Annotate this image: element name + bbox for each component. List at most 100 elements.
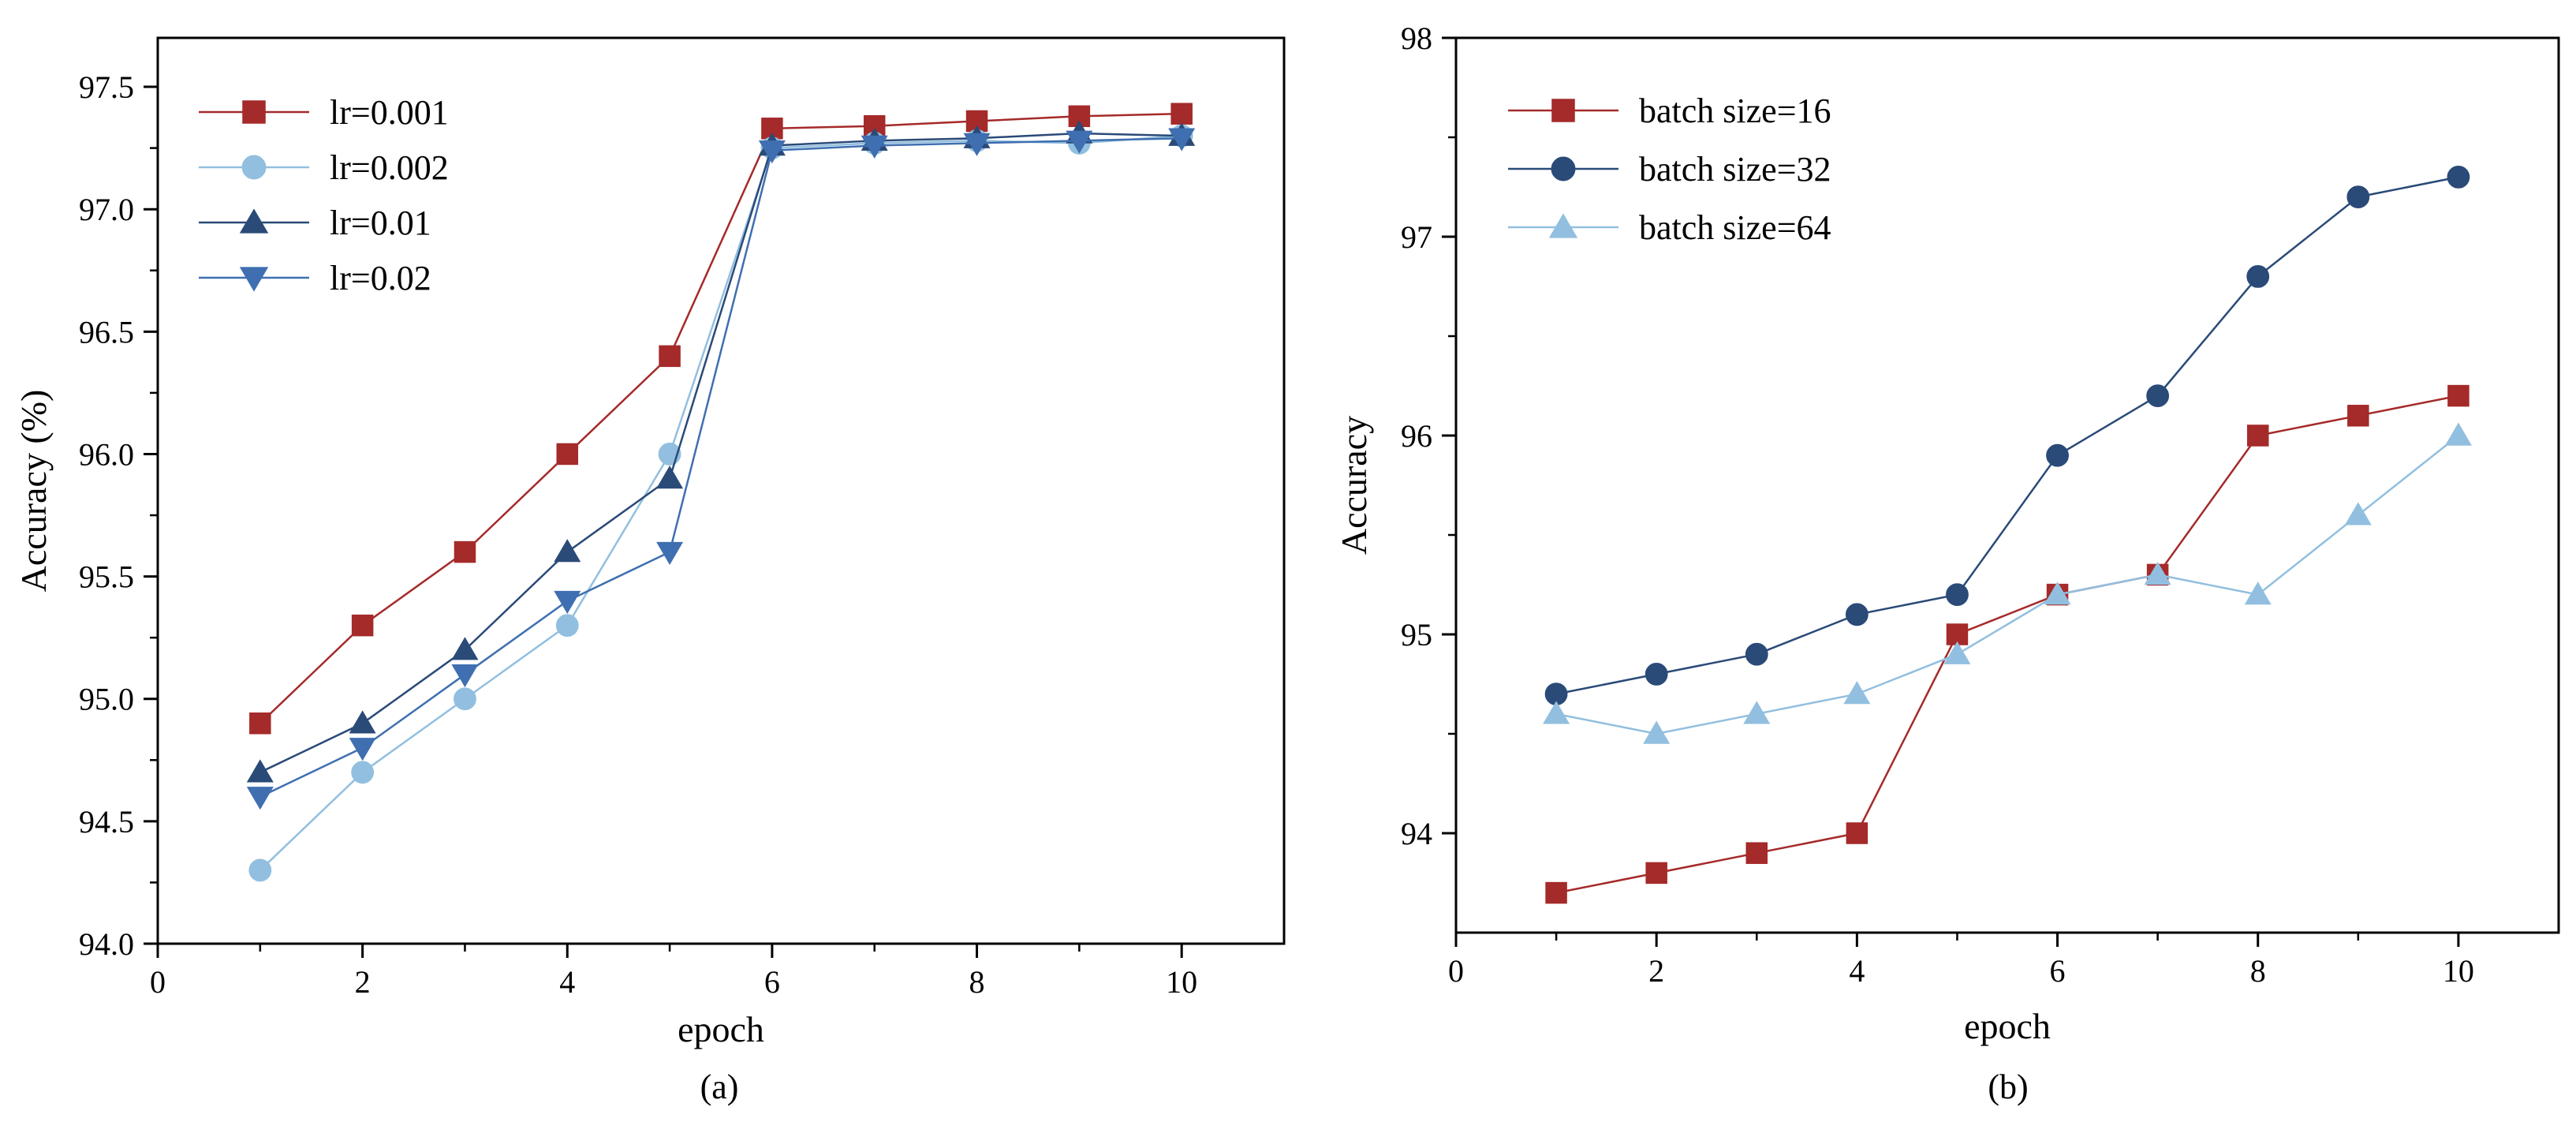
series-line <box>259 137 1182 798</box>
data-point <box>1643 720 1671 744</box>
data-point <box>2144 561 2171 585</box>
data-point <box>2244 582 2272 605</box>
data-point <box>555 614 579 638</box>
data-point <box>554 590 581 615</box>
data-point <box>246 787 274 810</box>
y-tick-label: 94.5 <box>79 804 134 840</box>
x-tick-label: 6 <box>764 964 780 1000</box>
legend-label: batch size=64 <box>1639 208 1831 247</box>
y-tick-label: 96 <box>1401 418 1432 454</box>
legend-label: lr=0.02 <box>330 259 431 297</box>
y-tick-label: 95.0 <box>79 682 134 717</box>
data-point <box>1846 822 1869 844</box>
series-batch size=64 <box>1543 422 2472 744</box>
series-line <box>259 134 1182 871</box>
legend-label: batch size=32 <box>1639 150 1831 189</box>
data-point <box>454 687 476 711</box>
data-point <box>1543 701 1570 724</box>
legend-marker <box>1551 156 1576 181</box>
series-line <box>1555 395 2459 894</box>
y-tick-label: 97.5 <box>79 69 134 105</box>
legend: batch size=16 batch size=32 batch size=64 <box>1508 92 1831 247</box>
data-point <box>2046 443 2069 467</box>
y-tick-label: 95.5 <box>79 559 134 595</box>
chart-b: 0 2 4 6 8 10 94 95 96 97 98 epoch Accuracy (b) batch s… <box>1334 21 2560 1106</box>
x-tick-label: 6 <box>2050 953 2066 989</box>
data-point <box>249 712 271 735</box>
data-point <box>248 858 272 882</box>
y-tick-label: 97 <box>1401 219 1432 255</box>
data-point <box>451 637 479 660</box>
data-point <box>2447 384 2470 407</box>
legend-marker <box>1551 99 1575 122</box>
data-point <box>2044 582 2071 605</box>
series-line <box>259 112 1182 724</box>
y-tick-label: 96.5 <box>79 314 134 350</box>
x-tick-label: 10 <box>1166 964 1197 1000</box>
data-point <box>2146 384 2170 408</box>
legend-label: lr=0.01 <box>330 204 431 242</box>
data-point <box>2344 502 2372 525</box>
legend-label: lr=0.001 <box>330 93 449 132</box>
x-tick-label: 2 <box>355 964 371 1000</box>
data-point <box>1170 103 1193 125</box>
data-point <box>351 761 375 784</box>
data-point <box>454 540 476 563</box>
data-point <box>963 133 991 156</box>
y-tick-label: 96.0 <box>79 436 134 472</box>
y-axis-label: Accuracy (%) <box>13 390 54 593</box>
data-point <box>1946 583 1969 606</box>
data-point <box>246 759 274 783</box>
legend-marker <box>1548 213 1578 238</box>
data-point <box>656 541 684 566</box>
x-axis-label: epoch <box>678 1009 764 1049</box>
data-point <box>351 614 374 637</box>
x-tick-label: 0 <box>1448 953 1464 989</box>
data-point <box>1168 128 1196 151</box>
data-point <box>2447 166 2470 189</box>
data-point <box>1745 642 1768 666</box>
x-tick-label: 0 <box>150 964 166 1000</box>
data-point <box>1745 842 1768 864</box>
series-batch size=16 <box>1545 384 2470 904</box>
series-line <box>1555 176 2459 695</box>
x-axis-label: epoch <box>1964 1006 2051 1046</box>
data-point <box>1545 881 1567 904</box>
x-tick-label: 2 <box>1648 953 1664 989</box>
chart-caption: (a) <box>700 1068 739 1106</box>
chart-a: 0 2 4 6 8 10 94.0 94.5 95.0 95.5 96.0 96.5 97.0 97.5 e… <box>13 36 1286 1106</box>
legend-label: lr=0.002 <box>330 148 449 187</box>
data-point <box>2246 265 2270 288</box>
data-point <box>2346 185 2370 209</box>
series-lr=0.02 <box>246 128 1196 810</box>
data-point <box>659 345 681 368</box>
legend-marker <box>239 267 269 292</box>
data-point <box>1743 701 1771 724</box>
data-point <box>2347 405 2369 427</box>
data-point <box>556 443 579 466</box>
x-tick-label: 4 <box>1849 953 1865 989</box>
data-point <box>1943 641 1971 664</box>
data-point <box>1946 623 1969 645</box>
series-line <box>259 132 1182 773</box>
data-point <box>1645 862 1667 885</box>
data-point <box>656 466 684 489</box>
series-line <box>1555 435 2459 735</box>
y-axis-label: Accuracy <box>1334 416 1374 555</box>
series-lr=0.001 <box>249 103 1193 735</box>
plot-frame <box>156 36 1286 945</box>
x-tick-label: 4 <box>559 964 575 1000</box>
chart-caption: (b) <box>1988 1068 2028 1106</box>
data-point <box>1845 603 1869 626</box>
data-point <box>2246 424 2269 447</box>
data-point <box>861 135 888 159</box>
data-point <box>1645 663 1668 686</box>
legend: lr=0.001 lr=0.002 lr=0.01 lr=0.02 <box>199 93 449 297</box>
x-tick-label: 8 <box>969 964 985 1000</box>
series-batch size=32 <box>1544 166 2470 705</box>
plot-frame <box>1454 36 2560 934</box>
y-tick-label: 98 <box>1401 21 1432 56</box>
data-point <box>758 140 786 164</box>
y-tick-label: 94.0 <box>79 926 134 962</box>
